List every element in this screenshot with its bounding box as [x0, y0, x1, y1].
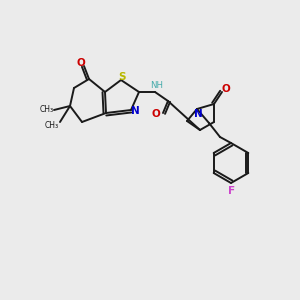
Text: N: N	[194, 109, 202, 119]
Text: NH: NH	[151, 80, 164, 89]
Text: O: O	[76, 58, 85, 68]
Text: O: O	[222, 84, 230, 94]
Text: CH₃: CH₃	[45, 121, 59, 130]
Text: F: F	[228, 186, 236, 196]
Text: CH₃: CH₃	[40, 104, 54, 113]
Text: S: S	[118, 72, 126, 82]
Text: N: N	[130, 106, 140, 116]
Text: O: O	[152, 109, 160, 119]
